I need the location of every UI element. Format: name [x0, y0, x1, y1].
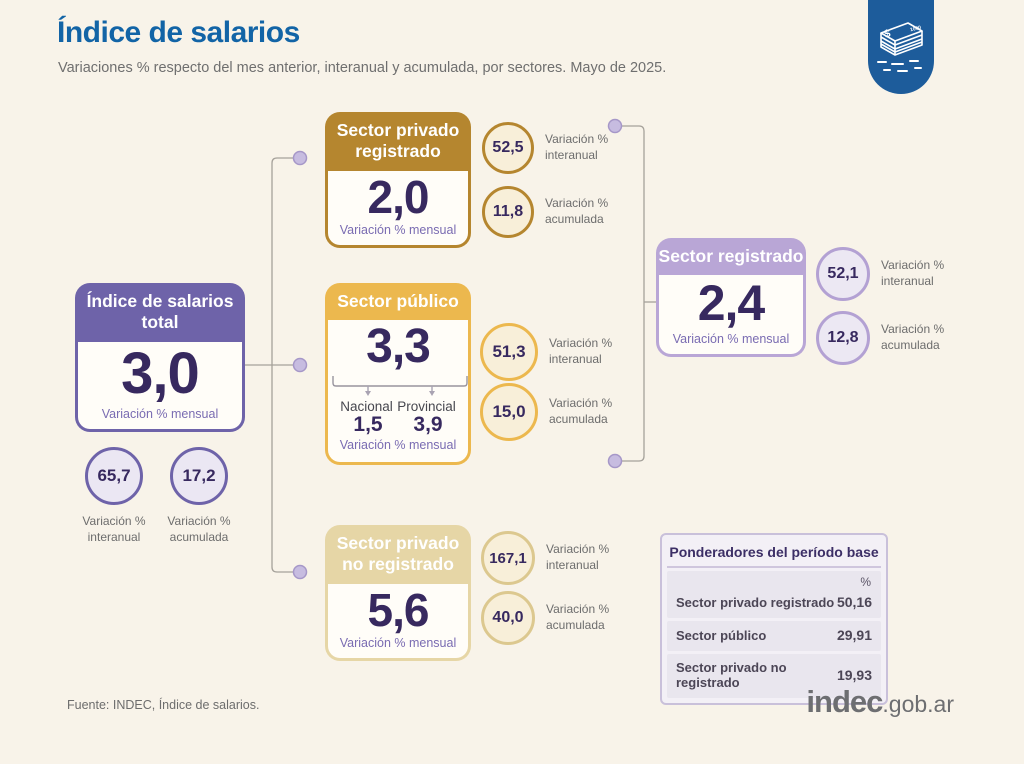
privado-registrado-acumulada-circle: 11,8: [482, 186, 534, 238]
row-label: Sector público: [676, 627, 767, 643]
publico-interanual-label: Variación % interanual: [549, 336, 613, 366]
registrado-interanual: 52,1 Variación % interanual: [816, 247, 944, 301]
privado-no-registrado-interanual-circle: 167,1: [481, 531, 535, 585]
publico-monthly-value: 3,3: [366, 320, 431, 374]
money-badge: $ 1000: [868, 0, 934, 94]
privado-registrado-acumulada-label: Variación % acumulada: [545, 196, 609, 226]
total-monthly-value: 3,0: [121, 340, 200, 406]
node-publico-title: Sector público: [325, 283, 471, 321]
total-acumulada-value: 17,2: [182, 466, 216, 485]
page-title: Índice de salarios: [57, 16, 300, 49]
source-note: Fuente: INDEC, Índice de salarios.: [67, 698, 260, 712]
registrado-monthly-value: 2,4: [697, 275, 766, 332]
table-band: Sector público 29,91: [667, 621, 881, 651]
svg-text:1000: 1000: [910, 25, 922, 34]
ponderadores-table: Ponderadores del período base % Sector p…: [660, 533, 888, 705]
registrado-acumulada-circle: 12,8: [816, 311, 870, 365]
node-privado-no-registrado-title: Sector privado no registrado: [325, 525, 471, 584]
row-value: 50,16: [836, 594, 872, 610]
privado-no-registrado-acumulada-label: Variación % acumulada: [546, 602, 610, 632]
privado-registrado-monthly-label: Variación % mensual: [339, 222, 457, 237]
node-registrado-title: Sector registrado: [656, 238, 806, 276]
connector-dot: [292, 357, 308, 373]
privado-registrado-interanual-label: Variación % interanual: [545, 132, 609, 162]
table-band: % Sector privado registrado 50,16: [667, 571, 881, 618]
node-privado-registrado: Sector privado registrado 2,0 Variación …: [325, 112, 471, 248]
table-row: Sector público 29,91: [667, 622, 881, 650]
privado-no-registrado-monthly-value: 5,6: [367, 583, 430, 636]
node-total: Índice de salarios total 3,0 Variación %…: [75, 283, 245, 432]
privado-registrado-interanual: 52,5 Variación % interanual: [482, 122, 608, 174]
privado-no-registrado-interanual: 167,1 Variación % interanual: [481, 531, 609, 585]
total-acumulada-circle: 17,2: [170, 447, 228, 505]
registrado-acumulada: 12,8 Variación % acumulada: [816, 311, 944, 365]
registrado-monthly-label: Variación % mensual: [672, 331, 790, 346]
publico-interanual: 51,3 Variación % interanual: [480, 323, 612, 381]
node-privado-registrado-title: Sector privado registrado: [325, 112, 471, 171]
publico-interanual-circle: 51,3: [480, 323, 538, 381]
node-total-body: 3,0 Variación % mensual: [75, 340, 245, 432]
bracket-icon: [332, 375, 468, 396]
total-acumulada-label: Variación % acumulada: [167, 514, 231, 544]
publico-provincial-label: Provincial: [397, 398, 456, 414]
pct-column-header: %: [860, 575, 871, 589]
privado-no-registrado-interanual-label: Variación % interanual: [546, 542, 610, 572]
svg-text:$: $: [883, 28, 892, 41]
total-interanual-circle: 65,7: [85, 447, 143, 505]
node-total-title: Índice de salarios total: [75, 283, 245, 342]
registrado-interanual-label: Variación % interanual: [881, 258, 945, 288]
publico-acumulada-label: Variación % acumulada: [549, 396, 613, 426]
publico-monthly-label: Variación % mensual: [339, 437, 457, 452]
node-registrado: Sector registrado 2,4 Variación % mensua…: [656, 238, 806, 357]
page-subtitle: Variaciones % respecto del mes anterior,…: [58, 60, 667, 76]
total-interanual-value: 65,7: [97, 466, 131, 485]
total-monthly-label: Variación % mensual: [101, 406, 219, 421]
node-privado-no-registrado: Sector privado no registrado 5,6 Variaci…: [325, 525, 471, 661]
connector-dot: [607, 453, 623, 469]
total-interanual-label: Variación % interanual: [82, 514, 146, 544]
publico-acumulada: 15,0 Variación % acumulada: [480, 383, 612, 441]
publico-provincial-value: 3,9: [413, 412, 443, 436]
connector-dot: [292, 564, 308, 580]
registrado-interanual-circle: 52,1: [816, 247, 870, 301]
indec-logo-main: indec: [806, 684, 883, 719]
row-label: Sector privado registrado: [676, 594, 835, 610]
row-value: 29,91: [836, 627, 872, 643]
privado-registrado-interanual-circle: 52,5: [482, 122, 534, 174]
node-privado-registrado-body: 2,0 Variación % mensual: [325, 170, 471, 248]
privado-registrado-monthly-value: 2,0: [367, 170, 430, 223]
connector-dot: [292, 150, 308, 166]
money-icon: $ 1000: [877, 22, 923, 72]
privado-no-registrado-acumulada-circle: 40,0: [481, 591, 535, 645]
row-value: 19,93: [836, 667, 872, 683]
privado-no-registrado-monthly-label: Variación % mensual: [339, 635, 457, 650]
privado-no-registrado-acumulada: 40,0 Variación % acumulada: [481, 591, 609, 645]
registrado-acumulada-label: Variación % acumulada: [881, 322, 945, 352]
indec-logo-suffix: .gob.ar: [882, 691, 954, 717]
node-publico-body: 3,3 Nacional Provincial 1,5 3,9 Variació…: [325, 320, 471, 465]
row-label: Sector privado no registrado: [676, 660, 787, 690]
indec-logo: indec .gob.ar: [806, 684, 954, 720]
table-row: Sector privado no registrado 19,93: [667, 655, 881, 697]
connector-dot: [607, 118, 623, 134]
node-privado-no-registrado-body: 5,6 Variación % mensual: [325, 583, 471, 661]
node-registrado-body: 2,4 Variación % mensual: [656, 275, 806, 357]
table-band: Sector privado no registrado 19,93: [667, 654, 881, 698]
table-row: Sector privado registrado 50,16: [667, 589, 881, 617]
ponderadores-title: Ponderadores del período base: [667, 539, 881, 568]
node-publico: Sector público 3,3 Nacional Provincial 1…: [325, 283, 471, 465]
privado-registrado-acumulada: 11,8 Variación % acumulada: [482, 186, 608, 238]
publico-acumulada-circle: 15,0: [480, 383, 538, 441]
publico-nacional-value: 1,5: [353, 412, 383, 436]
publico-nacional-label: Nacional: [340, 398, 393, 414]
